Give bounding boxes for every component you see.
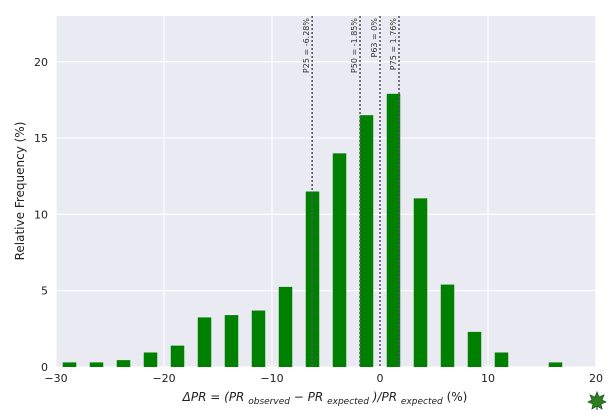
x-tick-label: −30: [44, 372, 67, 385]
histogram-bar: [332, 153, 347, 367]
histogram-bar: [116, 360, 131, 367]
percentile-lines-group: P25 = -6.28% P50 = -1.85% P63 = 0% P75 = 1.…: [302, 16, 400, 367]
x-axis-label-prefix: ΔPR = (PR: [182, 390, 245, 404]
histogram-bar: [440, 284, 455, 367]
histogram-bar: [413, 198, 428, 367]
y-tick-label: 5: [41, 285, 48, 298]
plot-background: [56, 16, 596, 367]
percentile-label: P25 = -6.28%: [302, 18, 311, 73]
x-axis-label-sub1: observed: [248, 397, 290, 407]
green-maple-leaf-logo-icon: [587, 390, 607, 410]
y-tick-label: 15: [34, 132, 48, 145]
x-axis-label: ΔPR = (PR observed − PR expected )/PR ex…: [182, 390, 468, 407]
x-axis-label-sub2: expected: [327, 397, 369, 407]
y-tick-labels: 0 5 10 15 20: [34, 56, 48, 374]
histogram-bar: [278, 286, 293, 367]
histogram-bar: [386, 93, 401, 367]
x-tick-labels: −30 −20 −10 0 10 20: [44, 372, 603, 385]
y-axis-label: Relative Frequency (%): [13, 122, 27, 261]
histogram-bar: [548, 362, 563, 367]
y-tick-label: 20: [34, 56, 48, 69]
histogram-bar: [89, 362, 104, 367]
histogram-bar: [305, 191, 320, 367]
x-axis-label-mid2: )/PR: [372, 390, 397, 404]
percentile-label: P75 = 1.76%: [389, 18, 398, 71]
histogram-bar: [224, 315, 239, 367]
x-axis-label-mid: − PR: [294, 390, 323, 404]
percentile-label: P50 = -1.85%: [350, 18, 359, 73]
histogram-bar: [467, 331, 482, 367]
x-tick-label: −20: [152, 372, 175, 385]
bars-group: [62, 93, 563, 368]
y-tick-label: 10: [34, 208, 48, 221]
percentile-label: P63 = 0%: [370, 18, 379, 58]
histogram-bar: [251, 310, 266, 367]
histogram-bar: [62, 362, 77, 367]
histogram-bar: [359, 115, 374, 368]
x-axis-label-suffix: (%): [447, 390, 468, 404]
histogram-bar: [143, 352, 158, 367]
histogram-bar: [494, 352, 509, 367]
x-tick-label: 0: [377, 372, 384, 385]
x-tick-label: 10: [481, 372, 495, 385]
x-tick-label: 20: [589, 372, 603, 385]
histogram-bar: [170, 345, 185, 367]
x-tick-label: −10: [260, 372, 283, 385]
y-tick-label: 0: [41, 361, 48, 374]
x-axis-label-sub3: expected: [401, 397, 443, 407]
histogram-bar: [197, 317, 212, 367]
